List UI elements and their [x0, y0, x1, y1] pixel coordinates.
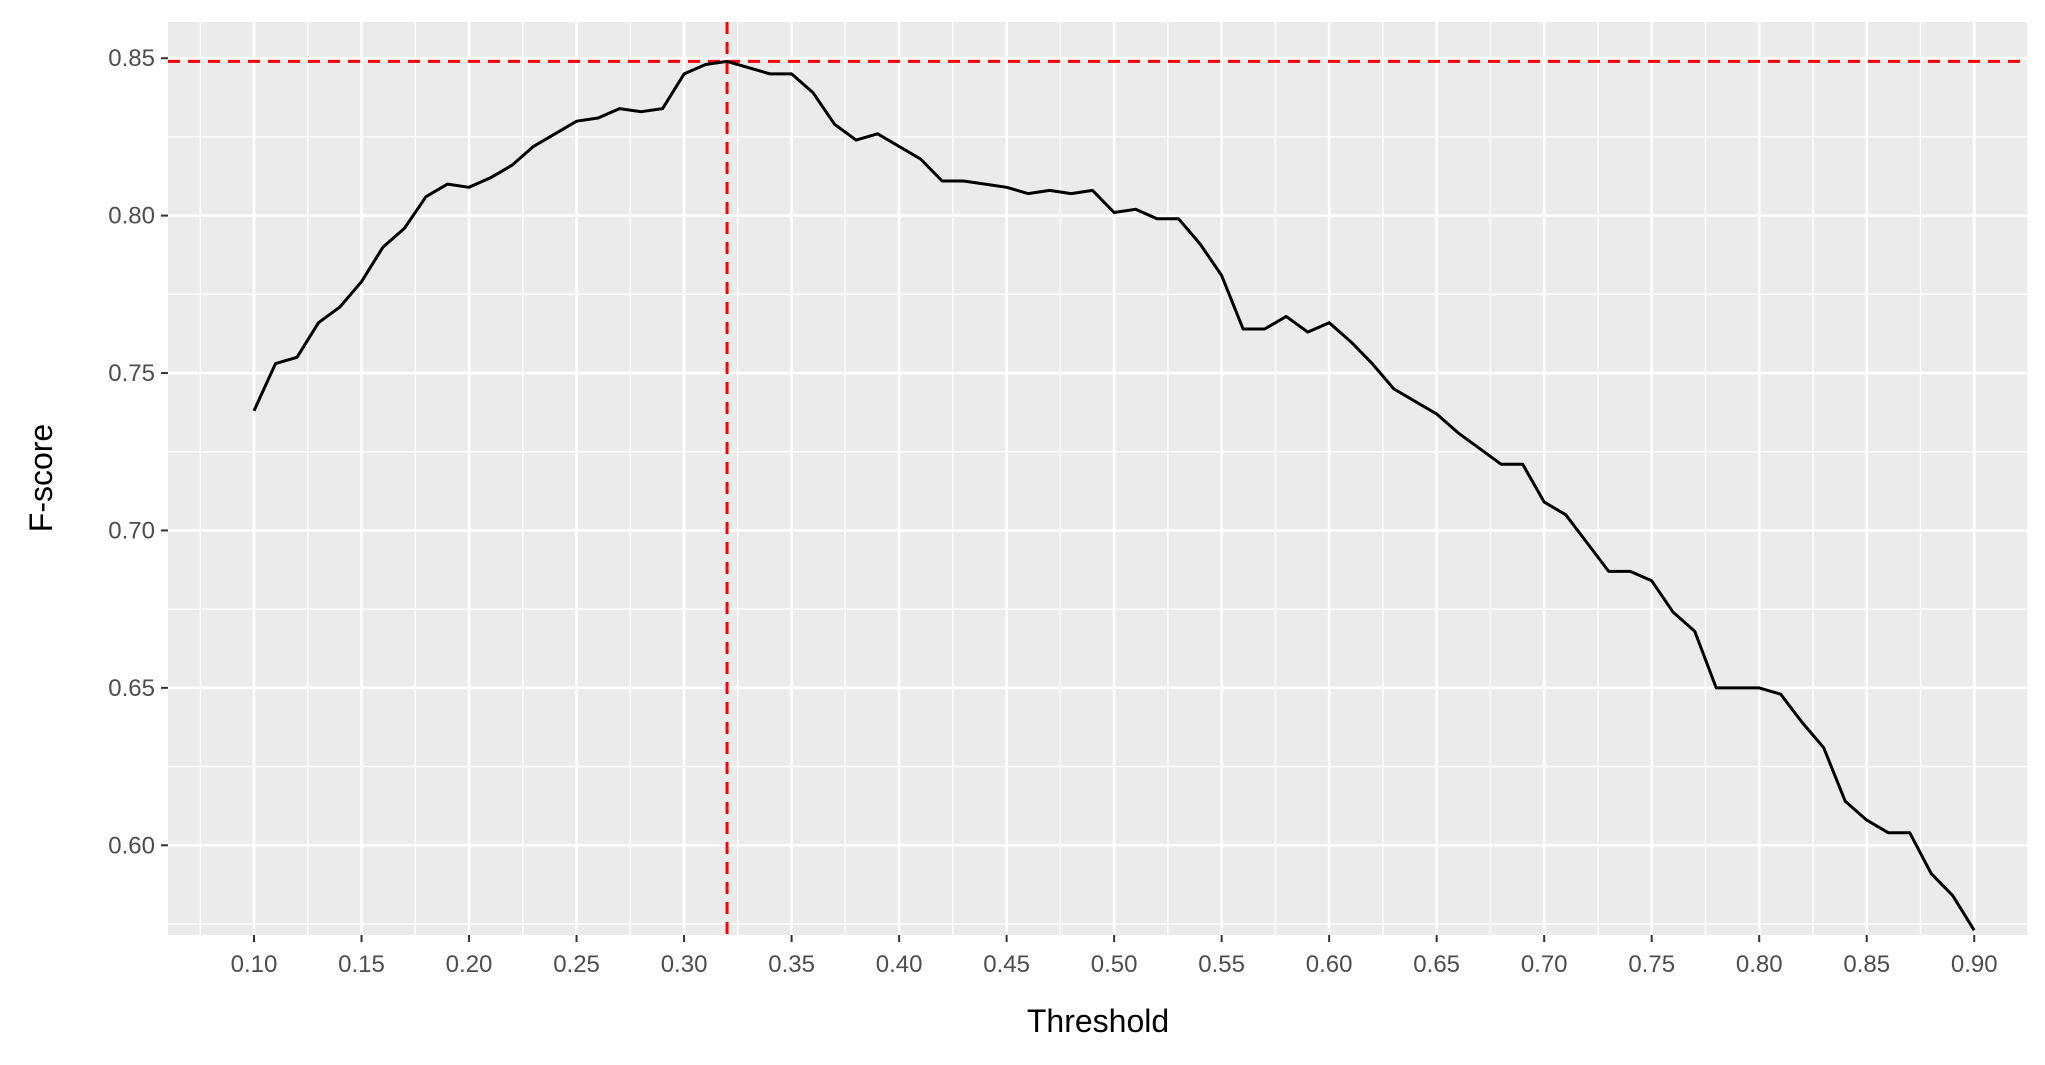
x-tick-label: 0.15	[338, 951, 385, 978]
reference-lines	[168, 22, 2028, 935]
y-tick-label: 0.70	[108, 517, 155, 544]
y-tick-label: 0.80	[108, 203, 155, 230]
y-axis: 0.60 0.65 0.70 0.75 0.80 0.85	[108, 45, 168, 859]
x-tick-label: 0.85	[1843, 951, 1890, 978]
panel-background	[168, 22, 2028, 935]
x-tick-label: 0.25	[553, 951, 600, 978]
x-tick-label: 0.10	[231, 951, 278, 978]
grid-minor	[168, 22, 2029, 935]
y-tick-label: 0.85	[108, 45, 155, 72]
y-tick-label: 0.65	[108, 675, 155, 702]
x-axis: 0.10 0.15 0.20 0.25 0.30 0.35 0.40 0.45 0.50 0.55…	[231, 935, 1998, 978]
x-tick-label: 0.40	[876, 951, 923, 978]
x-tick-label: 0.80	[1736, 951, 1783, 978]
x-tick-label: 0.55	[1198, 951, 1245, 978]
x-tick-label: 0.35	[768, 951, 815, 978]
y-axis-title: F-score	[23, 424, 59, 532]
x-tick-label: 0.30	[661, 951, 708, 978]
x-tick-label: 0.50	[1091, 951, 1138, 978]
f-score-line	[252, 59, 1976, 932]
y-tick-label: 0.75	[108, 360, 155, 387]
x-tick-label: 0.60	[1306, 951, 1353, 978]
series-layer	[252, 59, 1976, 932]
grid-major	[168, 22, 2028, 935]
x-tick-label: 0.90	[1951, 951, 1998, 978]
x-axis-title: Threshold	[1027, 1003, 1169, 1039]
x-tick-label: 0.70	[1521, 951, 1568, 978]
x-tick-label: 0.65	[1413, 951, 1460, 978]
x-tick-label: 0.45	[983, 951, 1030, 978]
y-tick-label: 0.60	[108, 832, 155, 859]
x-tick-label: 0.75	[1628, 951, 1675, 978]
x-tick-label: 0.20	[446, 951, 493, 978]
